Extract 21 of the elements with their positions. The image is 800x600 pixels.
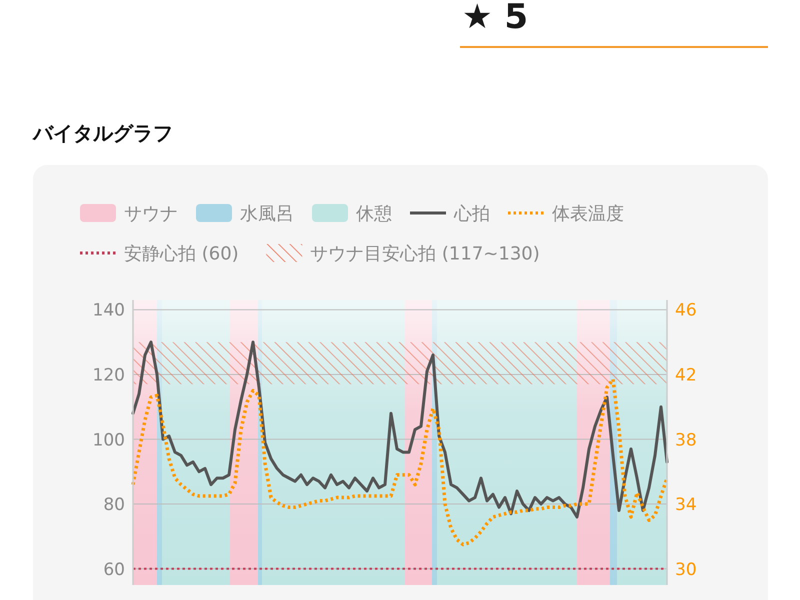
y2-tick-label: 34: [675, 495, 697, 516]
y-tick-label: 140: [92, 300, 125, 321]
text: ★ 5: [462, 0, 528, 37]
y-tick-label: 80: [103, 495, 125, 516]
legend-label: サウナ目安心拍 (117~130): [310, 244, 540, 264]
y2-tick-label: 38: [675, 430, 697, 450]
text: 休憩: [356, 204, 392, 224]
y2-tick-label: 42: [675, 365, 697, 386]
text: サウナ: [124, 204, 178, 224]
legend-label: 心拍: [453, 204, 490, 224]
text: 水風呂: [240, 204, 294, 224]
y2-tick-label: 30: [675, 560, 697, 580]
line-series: [132, 340, 668, 518]
y-tick-label: 100: [92, 430, 125, 450]
y-tick-label: 120: [92, 365, 125, 386]
legend-label: 安静心拍 (60): [124, 244, 239, 264]
line-series: [131, 378, 669, 546]
chart-title: バイタルグラフ: [32, 121, 173, 145]
y-tick-label: 60: [103, 560, 125, 580]
y2-tick-label: 46: [675, 300, 697, 321]
legend-label: 体表温度: [552, 204, 624, 224]
